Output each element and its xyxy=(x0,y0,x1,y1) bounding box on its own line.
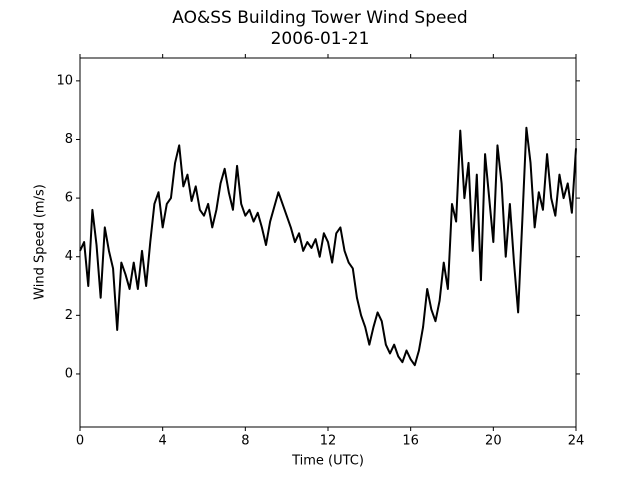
y-tick-label: 10 xyxy=(56,73,73,88)
y-axis-label: Wind Speed (m/s) xyxy=(33,184,48,300)
x-tick-label: 0 xyxy=(76,434,84,449)
data-line xyxy=(79,126,577,367)
chart-title: AO&SS Building Tower Wind Speed xyxy=(172,8,467,28)
y-tick-label: 0 xyxy=(65,366,73,381)
y-tick-label: 2 xyxy=(65,308,73,323)
y-tick-label: 6 xyxy=(65,191,73,206)
chart-subtitle: 2006-01-21 xyxy=(271,29,370,49)
x-axis-label: Time (UTC) xyxy=(291,454,364,469)
x-tick-label: 8 xyxy=(241,434,249,449)
x-tick-label: 12 xyxy=(320,434,337,449)
y-tick-label: 4 xyxy=(65,249,73,264)
x-tick-label: 24 xyxy=(568,434,585,449)
x-tick-label: 4 xyxy=(159,434,167,449)
y-tick-label: 8 xyxy=(65,132,73,147)
plot-frame xyxy=(79,57,577,428)
x-tick-label: 16 xyxy=(402,434,419,449)
x-tick-label: 20 xyxy=(485,434,502,449)
